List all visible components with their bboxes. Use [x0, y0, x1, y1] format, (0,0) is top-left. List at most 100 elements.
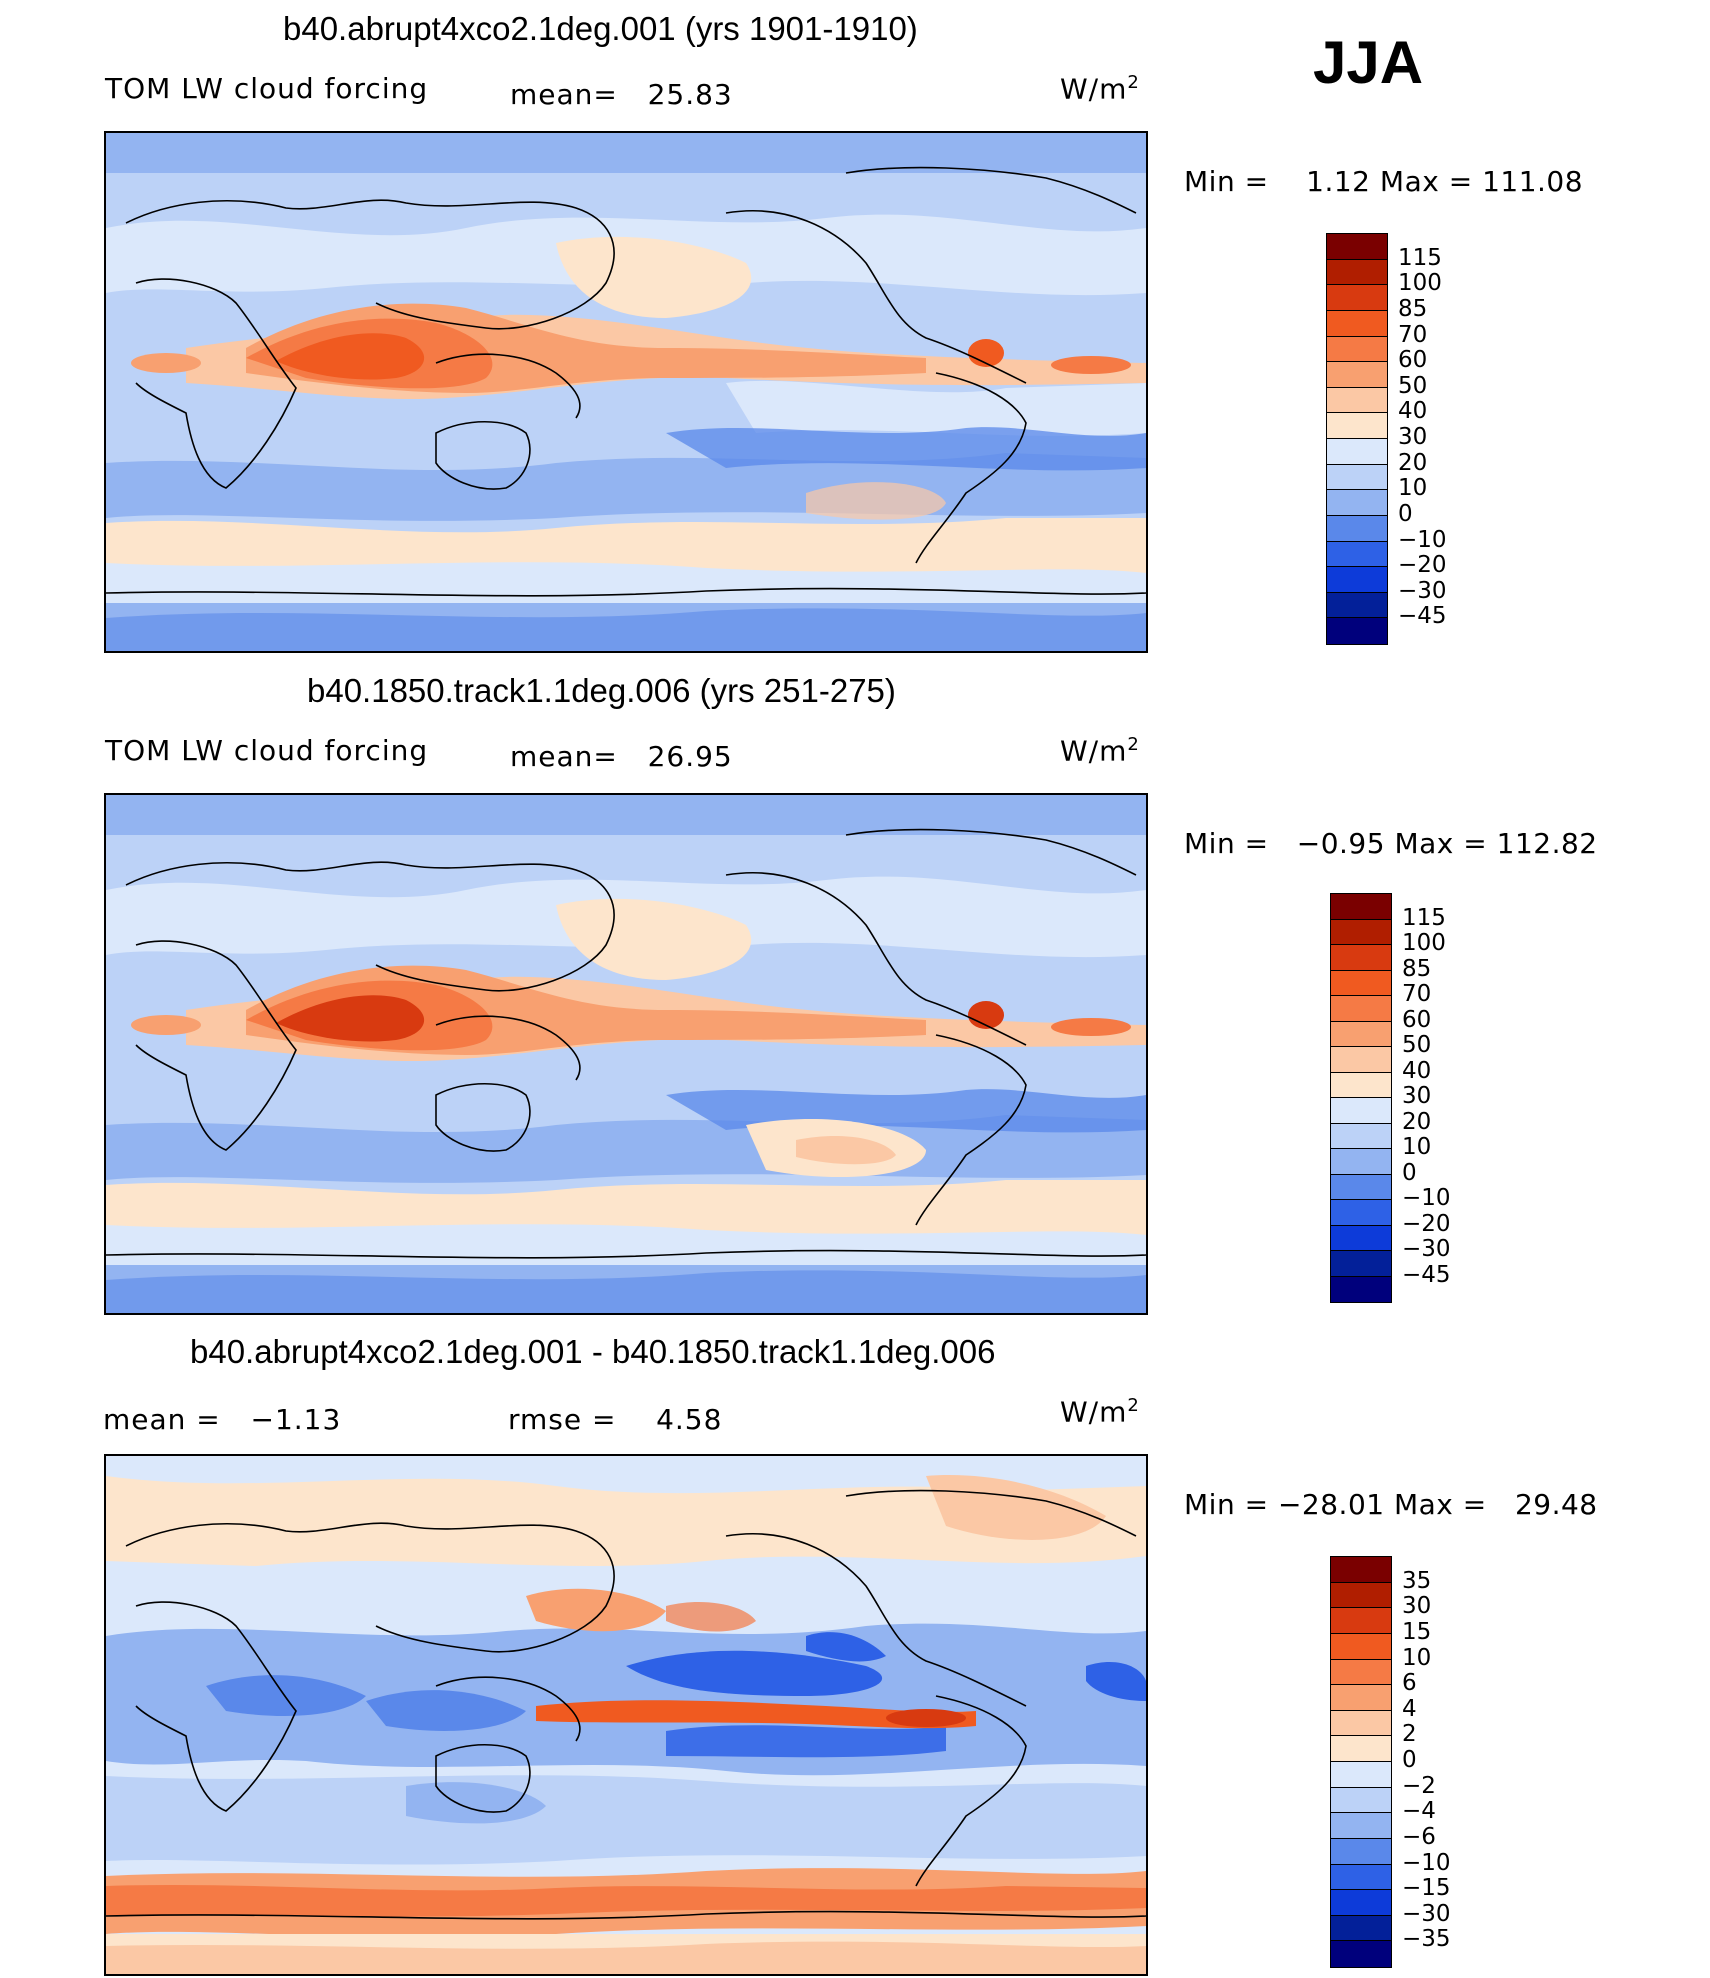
colorbar-swatch [1331, 1200, 1391, 1226]
panel3-min-value: −28.01 [1277, 1488, 1385, 1521]
colorbar-tick-label: 15 [1402, 1618, 1432, 1645]
panel2-title: b40.1850.track1.1deg.006 (yrs 251-275) [307, 672, 896, 709]
colorbar-swatch [1331, 1864, 1391, 1891]
colorbar-swatch [1327, 413, 1387, 439]
colorbar-swatch [1327, 285, 1387, 311]
colorbar-tick-label: 85 [1398, 295, 1428, 322]
colorbar-swatch [1331, 1685, 1391, 1711]
colorbar-tick-label: −10 [1402, 1185, 1451, 1211]
colorbar-swatch [1327, 310, 1387, 337]
colorbar-tick-label: −45 [1398, 603, 1447, 630]
colorbar-tick-label: 70 [1402, 981, 1432, 1007]
colorbar-tick-label: −10 [1398, 526, 1447, 553]
colorbar-tick-label: 85 [1402, 955, 1432, 982]
panel1-colorbar [1326, 233, 1388, 645]
colorbar-tick-label: 0 [1402, 1747, 1417, 1773]
colorbar-swatch [1331, 1225, 1391, 1251]
colorbar-swatch [1327, 592, 1387, 619]
colorbar-tick-label: 10 [1402, 1644, 1432, 1671]
colorbar-swatch [1331, 1736, 1391, 1762]
colorbar-tick-label: −10 [1402, 1849, 1451, 1876]
colorbar-tick-label: −15 [1402, 1875, 1451, 1902]
colorbar-swatch [1331, 1251, 1391, 1277]
colorbar-tick-label: 115 [1398, 244, 1442, 271]
colorbar-swatch [1327, 234, 1387, 260]
colorbar-tick-label: 35 [1402, 1567, 1432, 1594]
colorbar-tick-label: 100 [1398, 270, 1442, 297]
colorbar-tick-label: −4 [1402, 1798, 1436, 1825]
colorbar-swatch [1331, 1098, 1391, 1124]
colorbar-swatch [1331, 1047, 1391, 1073]
panel2-min-value: −0.95 [1296, 827, 1386, 860]
colorbar-tick-label: −35 [1402, 1926, 1451, 1953]
colorbar-swatch [1331, 1557, 1391, 1583]
colorbar-tick-label: 10 [1398, 475, 1428, 502]
colorbar-swatch [1331, 1021, 1391, 1047]
colorbar-tick-label: 0 [1398, 500, 1413, 527]
panel2-map [104, 793, 1148, 1315]
colorbar-tick-label: 30 [1402, 1083, 1432, 1109]
panel3-colorbar [1330, 1556, 1392, 1968]
panel3-rmse-value: 4.58 [656, 1403, 723, 1436]
colorbar-swatch [1331, 1123, 1391, 1149]
colorbar-swatch [1331, 1762, 1391, 1788]
colorbar-swatch [1327, 336, 1387, 363]
colorbar-tick-label: 60 [1398, 347, 1428, 374]
colorbar-swatch [1327, 362, 1387, 388]
colorbar-swatch [1331, 1608, 1391, 1634]
panel1-min-max: Min = 1.12 Max = 111.08 [1184, 165, 1584, 198]
colorbar-swatch [1327, 387, 1387, 414]
colorbar-tick-label: 50 [1398, 372, 1428, 399]
colorbar-swatch [1327, 567, 1387, 593]
colorbar-tick-label: 30 [1402, 1593, 1432, 1620]
colorbar-tick-label: −30 [1402, 1236, 1451, 1262]
colorbar-tick-label: 100 [1402, 930, 1446, 956]
colorbar-swatch [1327, 490, 1387, 516]
colorbar-swatch [1331, 894, 1391, 920]
colorbar-tick-label: −2 [1402, 1772, 1436, 1799]
panel1-min-value: 1.12 [1306, 165, 1371, 198]
panel2-max-value: 112.82 [1496, 827, 1598, 860]
colorbar-swatch [1331, 945, 1391, 971]
colorbar-swatch [1331, 1149, 1391, 1175]
colorbar-swatch [1331, 919, 1391, 945]
colorbar-tick-label: 30 [1398, 424, 1428, 450]
panel2-variable-label: TOM LW cloud forcing [105, 734, 429, 767]
panel3-units: W/m2 [1060, 1395, 1140, 1429]
panel3-mean-value: −1.13 [250, 1403, 342, 1436]
colorbar-swatch [1331, 1072, 1391, 1098]
colorbar-tick-label: −30 [1398, 577, 1447, 604]
colorbar-swatch [1331, 1633, 1391, 1660]
panel1-max-value: 111.08 [1482, 165, 1584, 198]
panel1-units: W/m2 [1060, 72, 1140, 106]
colorbar-swatch [1331, 1890, 1391, 1916]
colorbar-tick-label: −30 [1402, 1900, 1451, 1927]
colorbar-swatch [1331, 1787, 1391, 1814]
colorbar-tick-label: 20 [1402, 1108, 1432, 1135]
colorbar-tick-label: 40 [1398, 398, 1428, 425]
colorbar-tick-label: 0 [1402, 1159, 1417, 1186]
panel1-variable-label: TOM LW cloud forcing [105, 72, 429, 105]
panel3-map [104, 1454, 1148, 1976]
colorbar-swatch [1331, 1941, 1391, 1967]
colorbar-swatch [1331, 1838, 1391, 1865]
colorbar-swatch [1327, 464, 1387, 491]
season-label: JJA [1313, 29, 1424, 96]
panel2-mean-label: mean= 26.95 [510, 740, 733, 773]
colorbar-swatch [1331, 996, 1391, 1022]
colorbar-swatch [1331, 1813, 1391, 1839]
panel2-units: W/m2 [1060, 734, 1140, 768]
panel2-mean-value: 26.95 [647, 740, 733, 773]
colorbar-tick-label: 4 [1402, 1695, 1417, 1722]
colorbar-tick-label: −20 [1402, 1210, 1451, 1237]
colorbar-tick-label: 6 [1402, 1670, 1417, 1697]
colorbar-swatch [1327, 618, 1387, 644]
colorbar-swatch [1331, 1276, 1391, 1302]
panel3-max-value: 29.48 [1514, 1488, 1598, 1521]
colorbar-tick-label: 40 [1402, 1057, 1432, 1084]
panel1-map [104, 131, 1148, 653]
colorbar-swatch [1331, 1659, 1391, 1686]
panel1-mean-label: mean= 25.83 [510, 78, 733, 111]
panel3-title: b40.abrupt4xco2.1deg.001 - b40.1850.trac… [190, 1333, 996, 1370]
panel3-rmse-label: rmse = 4.58 [508, 1403, 723, 1436]
